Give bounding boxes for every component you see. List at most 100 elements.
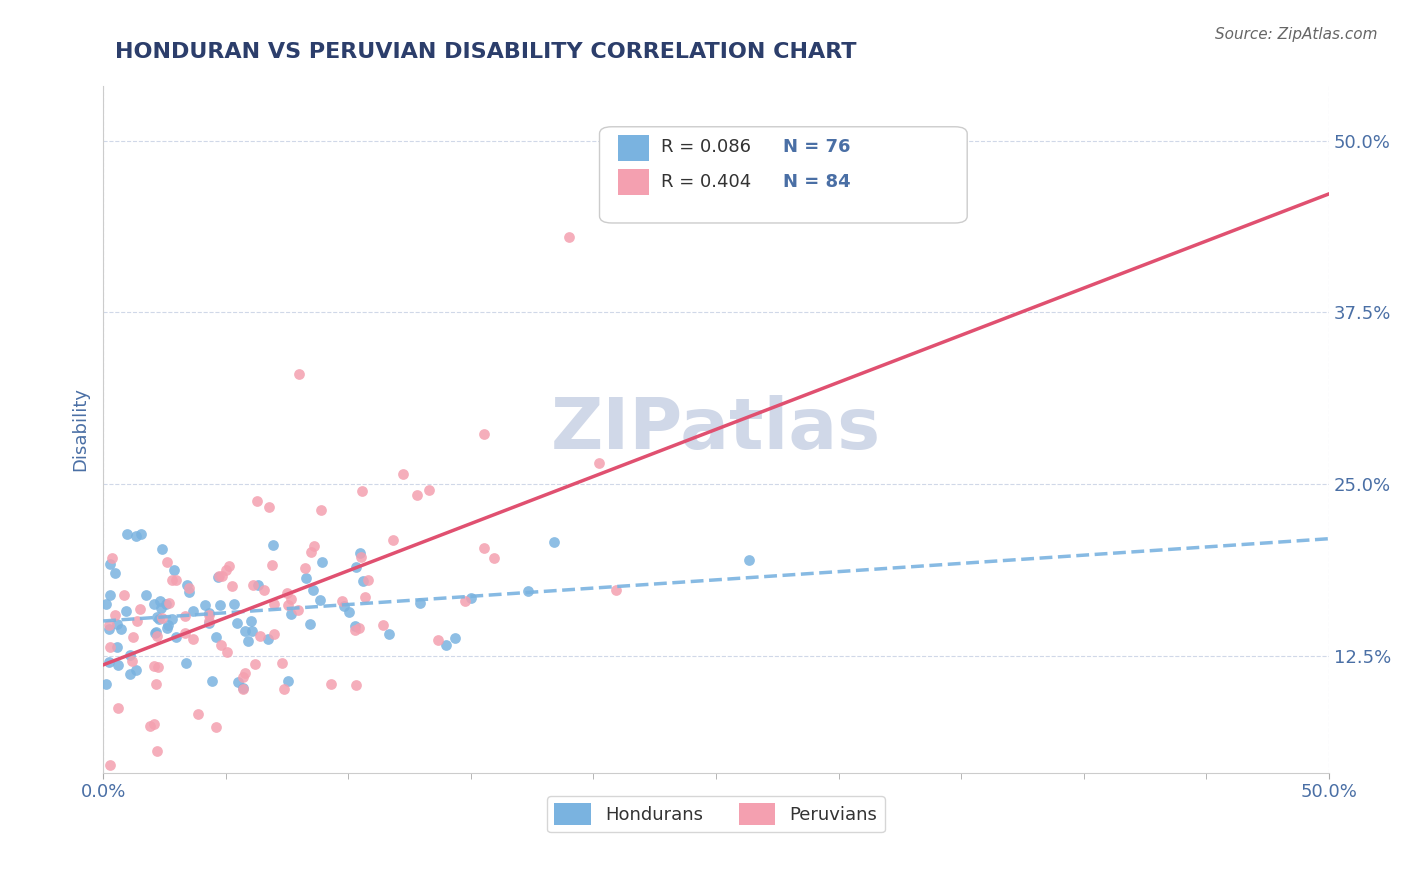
Point xyxy=(277,674,299,689)
Point xyxy=(129,526,152,541)
Point xyxy=(215,563,238,577)
Point xyxy=(181,632,204,646)
Point xyxy=(145,677,167,691)
Point xyxy=(157,618,180,632)
Point xyxy=(165,630,187,644)
Point xyxy=(245,657,267,672)
Point xyxy=(738,552,761,566)
Point xyxy=(148,612,170,626)
Text: R = 0.086: R = 0.086 xyxy=(661,138,751,156)
Text: Source: ZipAtlas.com: Source: ZipAtlas.com xyxy=(1215,27,1378,42)
Point xyxy=(263,597,285,611)
Point xyxy=(246,493,269,508)
Point xyxy=(472,427,495,442)
Point xyxy=(444,631,467,645)
Point xyxy=(115,527,138,541)
Point xyxy=(280,592,302,607)
Point xyxy=(98,758,121,772)
Point xyxy=(273,681,295,696)
Point xyxy=(343,619,366,633)
Point xyxy=(176,578,198,592)
Text: N = 84: N = 84 xyxy=(783,173,851,191)
Point xyxy=(409,596,432,610)
Point xyxy=(218,559,240,574)
Point xyxy=(139,719,162,733)
Point xyxy=(165,573,187,587)
Point xyxy=(145,744,167,758)
Point xyxy=(181,604,204,618)
Point xyxy=(156,621,179,635)
Point xyxy=(146,660,169,674)
Point xyxy=(277,598,299,612)
Point xyxy=(295,571,318,585)
Point xyxy=(143,658,166,673)
Point xyxy=(163,562,186,576)
Point xyxy=(204,631,226,645)
Point xyxy=(304,539,326,553)
Point xyxy=(110,623,132,637)
Point xyxy=(319,677,342,691)
Point xyxy=(301,544,323,558)
Point xyxy=(426,632,449,647)
Point xyxy=(262,558,284,572)
Point xyxy=(392,467,415,481)
Point xyxy=(145,624,167,639)
Bar xyxy=(617,135,648,161)
Point xyxy=(142,716,165,731)
Point xyxy=(309,593,332,607)
Point xyxy=(246,578,269,592)
Point xyxy=(253,582,276,597)
Point xyxy=(263,627,285,641)
Point xyxy=(344,560,367,574)
Point xyxy=(145,609,167,624)
Point xyxy=(239,615,262,629)
Point xyxy=(149,594,172,608)
Point xyxy=(200,674,222,689)
Text: R = 0.404: R = 0.404 xyxy=(661,173,751,191)
Point xyxy=(112,588,135,602)
Point xyxy=(232,682,254,697)
Point xyxy=(204,720,226,734)
Point xyxy=(118,667,141,681)
Point xyxy=(280,607,302,622)
Point xyxy=(382,533,405,547)
Point xyxy=(98,557,121,571)
Text: ZIPatlas: ZIPatlas xyxy=(551,394,882,464)
Point xyxy=(226,674,249,689)
Point xyxy=(124,664,146,678)
Point xyxy=(98,588,121,602)
Point xyxy=(344,678,367,692)
Point xyxy=(107,701,129,715)
Point xyxy=(240,624,263,638)
Point xyxy=(242,578,264,592)
Point xyxy=(357,573,380,587)
Point xyxy=(232,681,254,695)
Point xyxy=(121,655,143,669)
Text: HONDURAN VS PERUVIAN DISABILITY CORRELATION CHART: HONDURAN VS PERUVIAN DISABILITY CORRELAT… xyxy=(115,42,856,62)
Point xyxy=(262,538,284,552)
Point xyxy=(96,597,118,611)
Point xyxy=(174,657,197,671)
Point xyxy=(150,611,173,625)
Point xyxy=(105,617,128,632)
Point xyxy=(249,629,271,643)
Point xyxy=(605,582,627,597)
Point xyxy=(418,483,440,497)
Point xyxy=(558,229,581,244)
Legend: Hondurans, Peruvians: Hondurans, Peruvians xyxy=(547,796,884,832)
Point xyxy=(122,630,145,644)
Point xyxy=(104,566,127,581)
Point xyxy=(588,456,610,470)
Point xyxy=(349,546,371,560)
Point xyxy=(198,608,221,623)
Point xyxy=(179,581,201,595)
Point xyxy=(344,623,367,637)
Point xyxy=(339,606,361,620)
Point xyxy=(98,655,121,669)
Point xyxy=(311,555,333,569)
Point xyxy=(484,550,506,565)
Point xyxy=(543,535,565,549)
Point xyxy=(371,618,394,632)
Point xyxy=(288,367,311,381)
Point xyxy=(224,597,246,611)
